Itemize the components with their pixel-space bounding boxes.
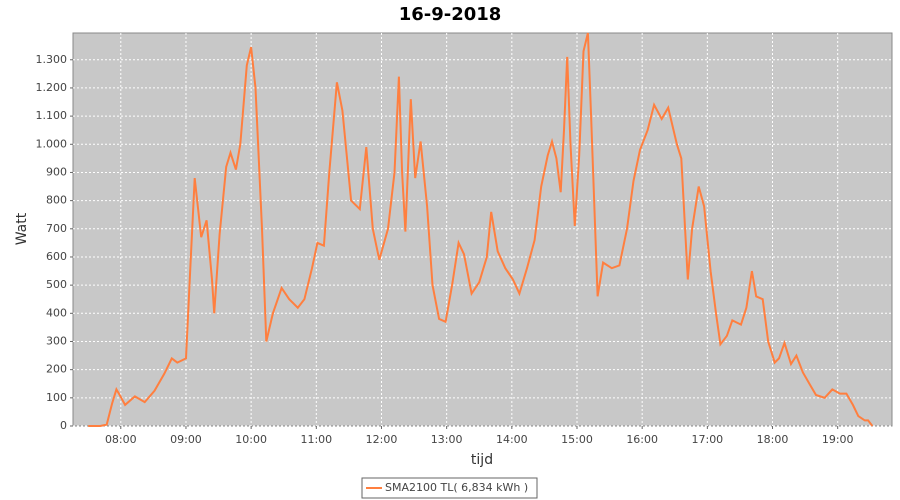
y-tick-label: 1.200 bbox=[36, 81, 68, 94]
x-tick-label: 11:00 bbox=[300, 433, 332, 446]
y-tick-label: 200 bbox=[46, 363, 67, 376]
y-tick-label: 500 bbox=[46, 278, 67, 291]
y-tick-label: 1.300 bbox=[36, 53, 68, 66]
series-line bbox=[88, 32, 874, 427]
legend-label: SMA2100 TL( 6,834 kWh ) bbox=[385, 481, 528, 494]
y-tick-label: 300 bbox=[46, 334, 67, 347]
x-tick-label: 19:00 bbox=[822, 433, 854, 446]
y-axis-label: Watt bbox=[14, 212, 30, 245]
y-tick-label: 400 bbox=[46, 306, 67, 319]
y-tick-label: 1.100 bbox=[36, 109, 68, 122]
x-axis-label: tijd bbox=[471, 452, 493, 468]
plot-area bbox=[72, 32, 893, 427]
y-tick-label: 700 bbox=[46, 222, 67, 235]
x-tick-label: 17:00 bbox=[691, 433, 723, 446]
y-tick-label: 900 bbox=[46, 165, 67, 178]
x-tick-label: 09:00 bbox=[170, 433, 202, 446]
x-tick-label: 13:00 bbox=[431, 433, 463, 446]
x-tick-label: 14:00 bbox=[496, 433, 528, 446]
y-tick-label: 800 bbox=[46, 194, 67, 207]
y-tick-label: 0 bbox=[60, 419, 67, 432]
x-tick-label: 18:00 bbox=[757, 433, 789, 446]
y-tick-label: 600 bbox=[46, 250, 67, 263]
y-tick-label: 1.000 bbox=[36, 137, 68, 150]
y-tick-label: 100 bbox=[46, 391, 67, 404]
legend bbox=[361, 477, 538, 499]
x-tick-label: 10:00 bbox=[235, 433, 267, 446]
x-tick-label: 16:00 bbox=[626, 433, 658, 446]
x-tick-label: 08:00 bbox=[105, 433, 137, 446]
x-tick-label: 12:00 bbox=[366, 433, 398, 446]
chart-title: 16-9-2018 bbox=[399, 4, 502, 25]
x-tick-label: 15:00 bbox=[561, 433, 593, 446]
